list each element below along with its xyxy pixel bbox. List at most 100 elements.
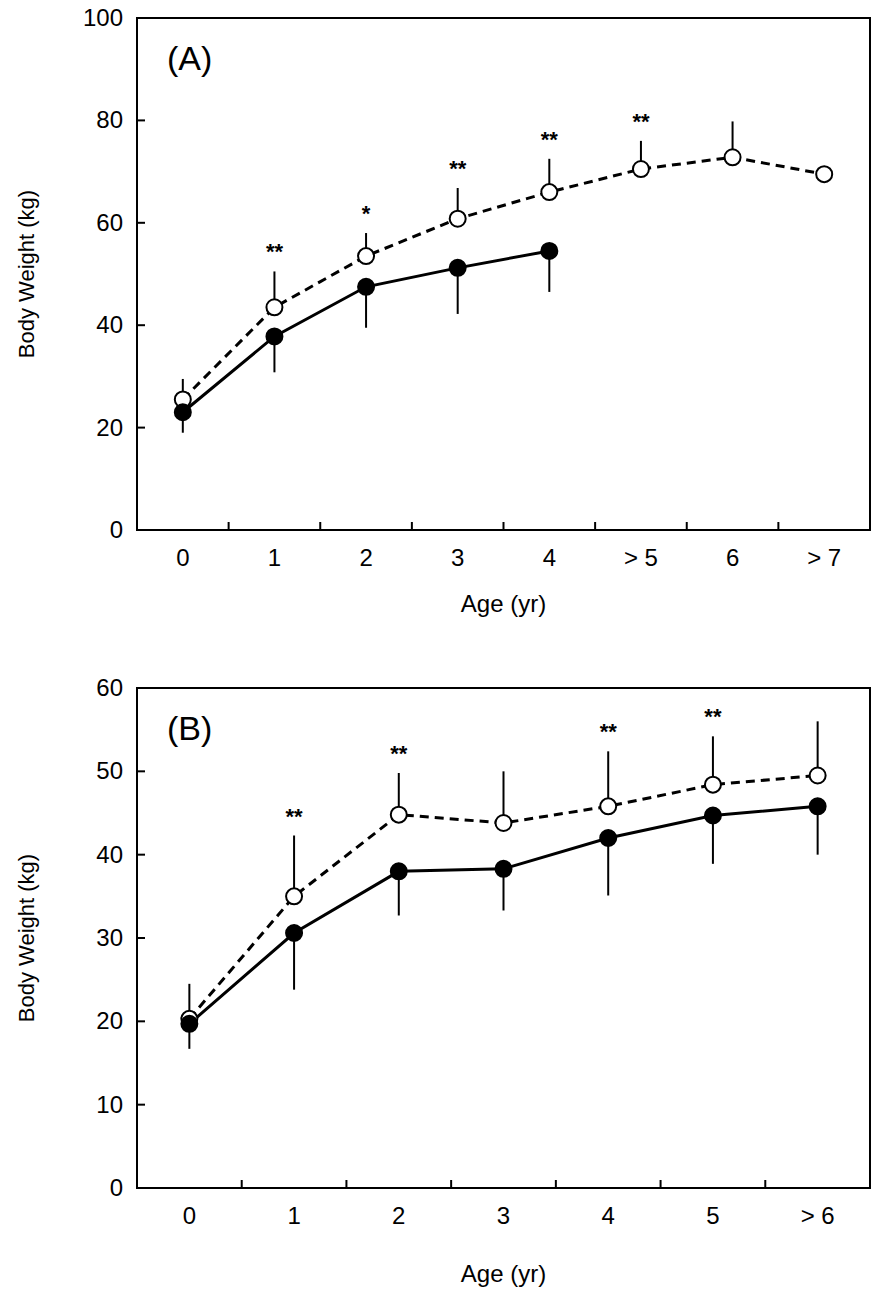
marker	[286, 925, 302, 941]
panel-letter: (A)	[167, 39, 212, 77]
x-tick-label: > 5	[624, 544, 658, 571]
marker	[450, 211, 466, 227]
panel: 02040608010001234> 56> 7Age (yr)Body Wei…	[14, 4, 870, 617]
marker	[705, 808, 721, 824]
x-tick-mark	[411, 522, 413, 530]
marker	[181, 1016, 197, 1032]
plot-frame	[137, 688, 870, 1188]
x-tick-label: 3	[451, 544, 464, 571]
x-tick-mark	[503, 522, 505, 530]
y-tick-label: 50	[96, 757, 123, 784]
y-tick-label: 20	[96, 414, 123, 441]
x-tick-label: 4	[543, 544, 556, 571]
significance: **	[600, 719, 618, 744]
y-tick-mark	[137, 687, 145, 689]
x-tick-label: > 7	[807, 544, 841, 571]
marker	[496, 861, 512, 877]
x-tick-label: 0	[183, 1202, 196, 1229]
x-tick-mark	[777, 522, 779, 530]
x-tick-mark	[345, 1180, 347, 1188]
y-tick-label: 10	[96, 1091, 123, 1118]
y-tick-label: 0	[110, 516, 123, 543]
y-tick-label: 0	[110, 1174, 123, 1201]
x-tick-label: 1	[268, 544, 281, 571]
marker	[725, 149, 741, 165]
x-tick-mark	[594, 522, 596, 530]
x-tick-label: 1	[287, 1202, 300, 1229]
x-tick-mark	[686, 522, 688, 530]
x-tick-label: 2	[359, 544, 372, 571]
y-tick-mark	[137, 119, 145, 121]
y-axis-title: Body Weight (kg)	[14, 854, 39, 1022]
x-tick-mark	[555, 1180, 557, 1188]
significance: **	[390, 741, 408, 766]
significance: **	[266, 239, 284, 264]
x-tick-mark	[660, 1180, 662, 1188]
x-tick-mark	[450, 1180, 452, 1188]
y-tick-mark	[137, 222, 145, 224]
data-group	[175, 121, 832, 432]
y-tick-label: 80	[96, 106, 123, 133]
marker	[450, 260, 466, 276]
panel: 0 10 20 30 40 50 60 0 1 2 3 4 5 > 6 Age (yr) Body Weigh…	[14, 674, 870, 1287]
marker	[496, 815, 512, 831]
x-tick-label: 6	[726, 544, 739, 571]
x-tick-mark	[228, 522, 230, 530]
significance: *	[362, 201, 371, 226]
y-tick-mark	[137, 17, 145, 19]
marker	[175, 404, 191, 420]
y-tick-mark	[137, 770, 145, 772]
marker	[705, 777, 721, 793]
significance: **	[632, 109, 650, 134]
significance: **	[449, 156, 467, 181]
significance: **	[541, 127, 559, 152]
marker	[541, 184, 557, 200]
x-tick-mark	[241, 1180, 243, 1188]
series-line	[189, 806, 817, 1024]
panel-letter: (B)	[167, 709, 212, 747]
x-axis-title: Age (yr)	[461, 590, 546, 617]
y-tick-mark	[137, 854, 145, 856]
x-tick-label: 2	[392, 1202, 405, 1229]
x-axis-title: Age (yr)	[461, 1260, 546, 1287]
plot-frame	[137, 18, 870, 530]
marker	[600, 798, 616, 814]
marker	[358, 279, 374, 295]
x-tick-label: 4	[602, 1202, 615, 1229]
y-tick-mark	[137, 1104, 145, 1106]
y-tick-mark	[137, 324, 145, 326]
marker	[286, 888, 302, 904]
x-tick-label: 5	[706, 1202, 719, 1229]
error-bar	[293, 836, 295, 897]
y-axis-title: Body Weight (kg)	[14, 190, 39, 358]
y-tick-label: 20	[96, 1007, 123, 1034]
y-tick-mark	[137, 1187, 145, 1189]
figure: 02040608010001234> 56> 7Age (yr)Body Wei…	[0, 0, 883, 1310]
x-tick-label: > 6	[801, 1202, 835, 1229]
y-tick-mark	[137, 1020, 145, 1022]
significance: **	[286, 804, 304, 829]
marker	[391, 863, 407, 879]
marker	[266, 299, 282, 315]
x-tick-mark	[764, 1180, 766, 1188]
x-tick-label: 0	[176, 544, 189, 571]
y-tick-label: 60	[96, 209, 123, 236]
marker	[358, 248, 374, 264]
x-tick-mark	[319, 522, 321, 530]
marker	[816, 166, 832, 182]
x-tick-label: 3	[497, 1202, 510, 1229]
marker	[541, 243, 557, 259]
marker	[266, 328, 282, 344]
marker	[633, 161, 649, 177]
y-tick-label: 60	[96, 674, 123, 701]
y-tick-label: 40	[96, 841, 123, 868]
y-tick-label: 30	[96, 924, 123, 951]
marker	[810, 798, 826, 814]
y-tick-mark	[137, 427, 145, 429]
series-line	[183, 251, 550, 412]
marker	[600, 830, 616, 846]
y-tick-mark	[137, 937, 145, 939]
marker	[810, 768, 826, 784]
y-tick-label: 100	[83, 4, 123, 31]
series-line	[183, 157, 824, 399]
